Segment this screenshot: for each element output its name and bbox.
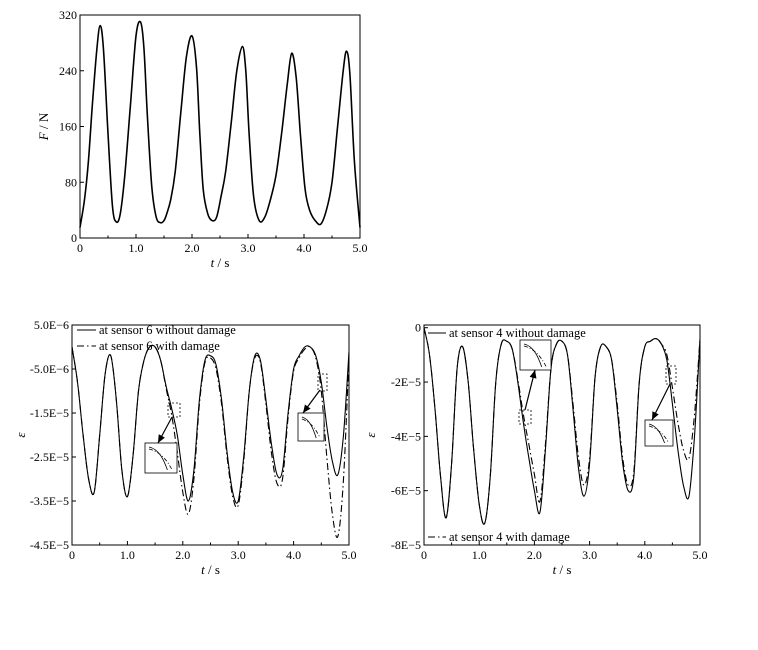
x-tick-label: 1.0: [129, 241, 144, 255]
y-tick-label: 320: [59, 8, 77, 22]
y-tick-label: -4E−5: [391, 429, 421, 443]
zoom-inset-curve: [301, 416, 317, 439]
x-axis-label: t / s: [211, 255, 230, 270]
x-tick-label: 2.0: [527, 548, 542, 562]
y-axis-label: ε: [13, 432, 28, 438]
y-tick-label: -6E−5: [391, 484, 421, 498]
x-tick-label: 1.0: [120, 548, 135, 562]
x-axis-label: t / s: [201, 562, 220, 577]
zoom-inset-curve-dashed: [301, 418, 321, 439]
y-tick-label: -5.0E−6: [30, 362, 69, 376]
zoom-arrow-head: [303, 404, 311, 413]
x-tick-label: 0: [69, 548, 75, 562]
zoom-inset-box: [144, 442, 178, 474]
x-tick-label: 2.0: [175, 548, 190, 562]
legend-label: at sensor 4 with damage: [449, 530, 570, 544]
x-tick-label: 0: [421, 548, 427, 562]
legend-label: at sensor 6 without damage: [99, 323, 236, 337]
legend-label: at sensor 6 with damage: [99, 339, 220, 353]
x-tick-label: 4.0: [286, 548, 301, 562]
y-tick-label: -2E−5: [391, 375, 421, 389]
y-tick-label: 240: [59, 64, 77, 78]
y-tick-label: -4.5E−5: [30, 538, 69, 552]
zoom-inset-curve-dashed: [148, 448, 173, 471]
zoom-arrow-head: [652, 411, 659, 420]
zoom-inset-box: [297, 412, 325, 442]
x-tick-label: 1.0: [472, 548, 487, 562]
x-tick-label: 0: [77, 241, 83, 255]
series-line-with-damage: [423, 327, 701, 525]
y-axis-label: F / N: [36, 112, 51, 141]
x-tick-label: 3.0: [231, 548, 246, 562]
y-tick-label: -2.5E−5: [30, 450, 69, 464]
series-line-with-damage: [71, 344, 350, 539]
series-line-force: [79, 20, 361, 228]
x-tick-label: 5.0: [353, 241, 368, 255]
y-tick-label: 5.0E−6: [34, 318, 69, 332]
zoom-region-box: [317, 373, 328, 392]
zoom-inset-curve: [523, 343, 543, 368]
zoom-region-box: [665, 365, 677, 385]
y-tick-label: -3.5E−5: [30, 494, 69, 508]
x-axis-label: t / s: [553, 562, 572, 577]
zoom-arrow-head: [158, 434, 165, 443]
zoom-inset-box: [519, 339, 552, 371]
x-tick-label: 5.0: [342, 548, 357, 562]
y-tick-label: 80: [65, 175, 77, 189]
x-tick-label: 2.0: [185, 241, 200, 255]
y-tick-label: 0: [71, 231, 77, 245]
x-tick-label: 3.0: [582, 548, 597, 562]
x-tick-label: 3.0: [241, 241, 256, 255]
legend-label: at sensor 4 without damage: [449, 326, 586, 340]
y-tick-label: 0: [415, 321, 421, 335]
zoom-region-box: [167, 402, 181, 418]
zoom-inset-curve-dashed: [648, 425, 670, 444]
zoom-inset-curve-dashed: [523, 345, 547, 368]
y-tick-label: -1.5E−5: [30, 406, 69, 420]
y-tick-label: -8E−5: [391, 538, 421, 552]
x-tick-label: 5.0: [693, 548, 708, 562]
y-tick-label: 160: [59, 120, 77, 134]
zoom-inset-curve: [148, 446, 168, 471]
x-tick-label: 4.0: [637, 548, 652, 562]
x-tick-label: 4.0: [297, 241, 312, 255]
zoom-arrow-head: [529, 370, 537, 379]
y-axis-label: ε: [363, 432, 378, 438]
